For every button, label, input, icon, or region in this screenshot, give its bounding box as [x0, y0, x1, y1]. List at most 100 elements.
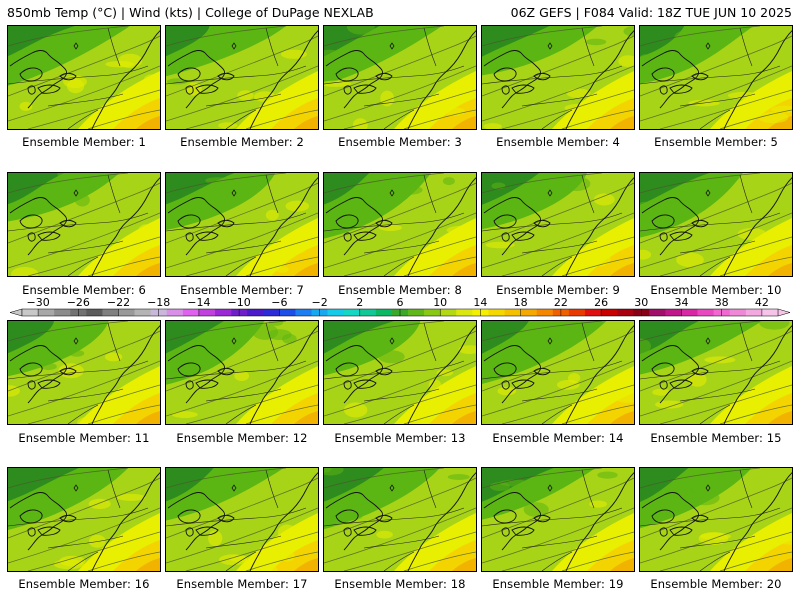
colorbar-swatch	[520, 309, 538, 316]
colorbar-right-arrow	[777, 308, 790, 317]
ensemble-member-label: Ensemble Member: 7	[180, 283, 304, 297]
ensemble-member-map	[481, 172, 635, 277]
colorbar-tick-label: 2	[356, 296, 363, 309]
colorbar-swatch	[118, 309, 135, 316]
ensemble-member-map	[165, 467, 319, 572]
ensemble-member-map	[7, 25, 161, 130]
colorbar-swatch	[343, 309, 361, 316]
colorbar-swatch	[488, 309, 505, 316]
colorbar-swatch	[601, 309, 618, 316]
colorbar-swatch	[279, 309, 296, 316]
colorbar-tick-label: 6	[397, 296, 404, 309]
ensemble-member-label: Ensemble Member: 5	[654, 135, 778, 149]
colorbar-swatch	[456, 309, 473, 316]
colorbar-tick-label: 30	[634, 296, 648, 309]
ensemble-member-map	[639, 467, 793, 572]
colorbar-swatch	[408, 309, 425, 316]
ensemble-member-label: Ensemble Member: 11	[18, 431, 150, 445]
colorbar-swatch	[584, 309, 602, 316]
colorbar-swatch	[440, 309, 457, 316]
ensemble-member-map	[165, 25, 319, 130]
ensemble-member-label: Ensemble Member: 1	[22, 135, 146, 149]
colorbar-tick-label: −10	[227, 296, 250, 309]
colorbar-tick-label: 10	[433, 296, 447, 309]
colorbar-swatch	[38, 309, 55, 316]
ensemble-member-map	[7, 467, 161, 572]
ensemble-member-label: Ensemble Member: 15	[650, 431, 782, 445]
colorbar-swatch	[166, 309, 184, 316]
temperature-colorbar: −30 −26 −22 −18 −14 −10 −6 −2 2 6 10 14 18 22 26 30 34 38…	[10, 296, 790, 322]
colorbar-swatch	[327, 309, 345, 316]
colorbar-swatch	[681, 309, 698, 316]
header-valid-time: 06Z GEFS | F084 Valid: 18Z TUE JUN 10 20…	[510, 5, 792, 20]
ensemble-member-map	[323, 25, 477, 130]
ensemble-member-map	[165, 172, 319, 277]
ensemble-member-map	[639, 25, 793, 130]
colorbar-swatch	[295, 309, 312, 316]
colorbar-swatch	[617, 309, 634, 316]
colorbar-swatch	[102, 309, 119, 316]
colorbar-swatch	[134, 309, 151, 316]
ensemble-member-label: Ensemble Member: 10	[650, 283, 782, 297]
ensemble-member-map	[165, 320, 319, 425]
colorbar-swatch	[649, 309, 666, 316]
colorbar-tick-label: 18	[514, 296, 528, 309]
ensemble-member-label: Ensemble Member: 19	[492, 577, 624, 591]
ensemble-member-map	[7, 172, 161, 277]
ensemble-member-label: Ensemble Member: 14	[492, 431, 624, 445]
colorbar-swatch	[22, 309, 39, 316]
colorbar-swatch	[665, 309, 682, 316]
colorbar-swatch	[745, 309, 763, 316]
colorbar-swatch	[54, 309, 71, 316]
colorbar-swatch	[761, 309, 779, 316]
ensemble-member-label: Ensemble Member: 13	[334, 431, 466, 445]
colorbar-swatch	[247, 309, 264, 316]
colorbar-swatch	[536, 309, 554, 316]
colorbar-swatch	[697, 309, 714, 316]
colorbar-swatch	[359, 309, 377, 316]
colorbar-swatch	[568, 309, 586, 316]
ensemble-member-label: Ensemble Member: 3	[338, 135, 462, 149]
ensemble-member-map	[323, 467, 477, 572]
ensemble-member-label: Ensemble Member: 4	[496, 135, 620, 149]
colorbar-swatch	[729, 309, 747, 316]
ensemble-member-label: Ensemble Member: 6	[22, 283, 146, 297]
colorbar-swatch	[375, 309, 393, 316]
colorbar-tick-label: −14	[187, 296, 210, 309]
ensemble-member-map	[481, 320, 635, 425]
ensemble-member-map	[639, 320, 793, 425]
colorbar-tick-label: 34	[675, 296, 689, 309]
ensemble-member-label: Ensemble Member: 16	[18, 577, 150, 591]
colorbar-swatch	[263, 309, 280, 316]
colorbar-swatch	[424, 309, 441, 316]
ensemble-member-map	[481, 25, 635, 130]
colorbar-tick-label: 22	[554, 296, 568, 309]
ensemble-member-label: Ensemble Member: 20	[650, 577, 782, 591]
ensemble-member-label: Ensemble Member: 2	[180, 135, 304, 149]
colorbar-tick-label: 42	[755, 296, 769, 309]
ensemble-member-label: Ensemble Member: 8	[338, 283, 462, 297]
ensemble-member-map	[7, 320, 161, 425]
colorbar-swatch	[86, 309, 103, 316]
colorbar-swatch	[215, 309, 232, 316]
ensemble-member-label: Ensemble Member: 17	[176, 577, 308, 591]
colorbar-tick-label: −30	[26, 296, 49, 309]
header-title: 850mb Temp (°C) | Wind (kts) | College o…	[7, 5, 374, 20]
colorbar-tick-label: 26	[594, 296, 608, 309]
colorbar-tick-label: −26	[67, 296, 90, 309]
colorbar-tick-label: −22	[107, 296, 130, 309]
colorbar-tick-label: 14	[473, 296, 487, 309]
colorbar-tick-label: 38	[715, 296, 729, 309]
colorbar-tick-label: −6	[271, 296, 287, 309]
ensemble-member-map	[323, 172, 477, 277]
ensemble-member-map	[639, 172, 793, 277]
colorbar-tick-label: −18	[147, 296, 170, 309]
ensemble-member-label: Ensemble Member: 12	[176, 431, 308, 445]
colorbar-swatch	[182, 309, 200, 316]
colorbar-left-arrow	[10, 308, 23, 317]
ensemble-member-map	[323, 320, 477, 425]
ensemble-member-label: Ensemble Member: 9	[496, 283, 620, 297]
ensemble-member-label: Ensemble Member: 18	[334, 577, 466, 591]
colorbar-swatch	[504, 309, 521, 316]
ensemble-member-map	[481, 467, 635, 572]
